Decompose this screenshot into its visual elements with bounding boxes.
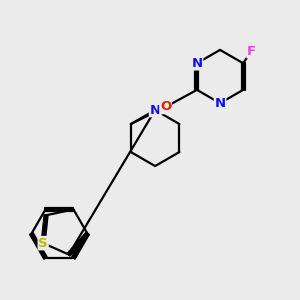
Text: S: S	[38, 237, 48, 250]
Text: N: N	[214, 97, 226, 110]
Text: N: N	[150, 103, 161, 116]
Text: N: N	[191, 57, 203, 70]
Text: F: F	[247, 45, 256, 58]
Text: O: O	[160, 100, 171, 113]
